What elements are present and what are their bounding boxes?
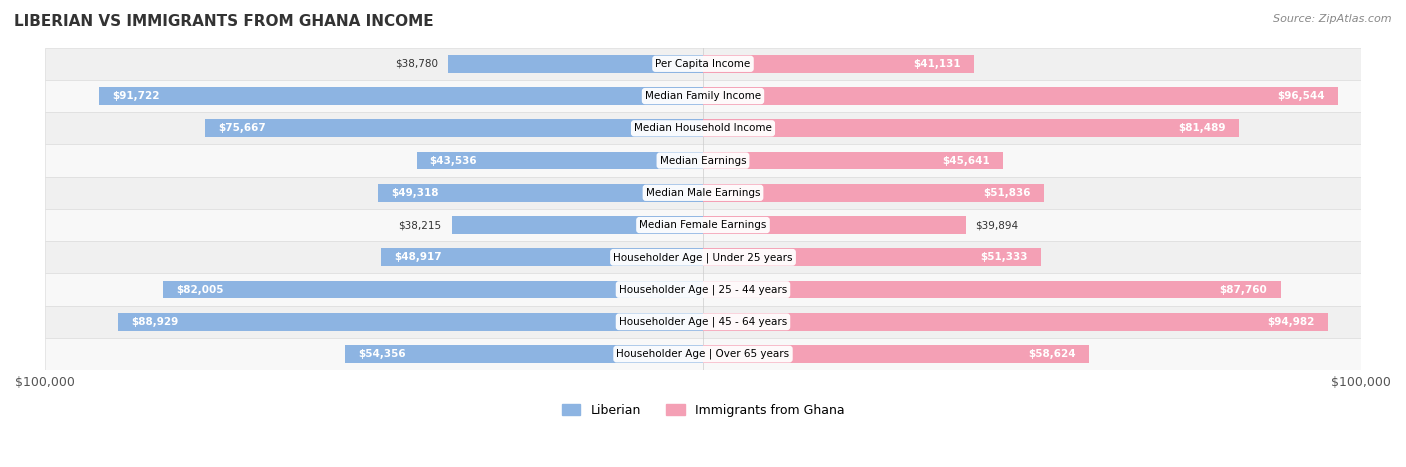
- Text: $38,215: $38,215: [398, 220, 441, 230]
- Text: Householder Age | 45 - 64 years: Householder Age | 45 - 64 years: [619, 317, 787, 327]
- Bar: [703, 152, 1004, 170]
- Bar: [205, 120, 703, 137]
- Bar: [45, 177, 1361, 209]
- Text: $45,641: $45,641: [942, 156, 990, 166]
- Text: Median Household Income: Median Household Income: [634, 123, 772, 133]
- Bar: [703, 120, 1239, 137]
- Text: $43,536: $43,536: [430, 156, 477, 166]
- Bar: [703, 87, 1339, 105]
- Text: $82,005: $82,005: [177, 284, 224, 295]
- Bar: [45, 274, 1361, 306]
- Text: $91,722: $91,722: [112, 91, 160, 101]
- Text: $81,489: $81,489: [1178, 123, 1226, 133]
- Bar: [703, 184, 1045, 202]
- Text: $58,624: $58,624: [1028, 349, 1076, 359]
- Bar: [447, 55, 703, 73]
- Text: $49,318: $49,318: [392, 188, 439, 198]
- Text: $87,760: $87,760: [1219, 284, 1267, 295]
- Text: Householder Age | 25 - 44 years: Householder Age | 25 - 44 years: [619, 284, 787, 295]
- Bar: [378, 184, 703, 202]
- Legend: Liberian, Immigrants from Ghana: Liberian, Immigrants from Ghana: [557, 399, 849, 422]
- Text: $54,356: $54,356: [359, 349, 406, 359]
- Bar: [45, 112, 1361, 144]
- Text: $51,836: $51,836: [983, 188, 1031, 198]
- Text: Per Capita Income: Per Capita Income: [655, 59, 751, 69]
- Bar: [381, 248, 703, 266]
- Bar: [416, 152, 703, 170]
- Bar: [118, 313, 703, 331]
- Text: $41,131: $41,131: [912, 59, 960, 69]
- Text: Median Family Income: Median Family Income: [645, 91, 761, 101]
- Bar: [45, 80, 1361, 112]
- Bar: [703, 216, 966, 234]
- Text: $38,780: $38,780: [395, 59, 437, 69]
- Text: Median Male Earnings: Median Male Earnings: [645, 188, 761, 198]
- Bar: [451, 216, 703, 234]
- Bar: [703, 345, 1088, 363]
- Bar: [45, 338, 1361, 370]
- Text: LIBERIAN VS IMMIGRANTS FROM GHANA INCOME: LIBERIAN VS IMMIGRANTS FROM GHANA INCOME: [14, 14, 433, 29]
- Bar: [45, 241, 1361, 274]
- Text: Source: ZipAtlas.com: Source: ZipAtlas.com: [1274, 14, 1392, 24]
- Bar: [703, 313, 1329, 331]
- Bar: [45, 306, 1361, 338]
- Text: $48,917: $48,917: [394, 252, 441, 262]
- Bar: [703, 248, 1040, 266]
- Bar: [100, 87, 703, 105]
- Text: Median Earnings: Median Earnings: [659, 156, 747, 166]
- Text: Householder Age | Over 65 years: Householder Age | Over 65 years: [616, 349, 790, 359]
- Text: Householder Age | Under 25 years: Householder Age | Under 25 years: [613, 252, 793, 262]
- Text: $96,544: $96,544: [1278, 91, 1326, 101]
- Bar: [163, 281, 703, 298]
- Bar: [346, 345, 703, 363]
- Bar: [45, 48, 1361, 80]
- Text: $39,894: $39,894: [976, 220, 1018, 230]
- Bar: [45, 144, 1361, 177]
- Text: Median Female Earnings: Median Female Earnings: [640, 220, 766, 230]
- Text: $75,667: $75,667: [218, 123, 266, 133]
- Text: $88,929: $88,929: [131, 317, 179, 327]
- Bar: [703, 55, 974, 73]
- Text: $51,333: $51,333: [980, 252, 1028, 262]
- Text: $94,982: $94,982: [1267, 317, 1315, 327]
- Bar: [45, 209, 1361, 241]
- Bar: [703, 281, 1281, 298]
